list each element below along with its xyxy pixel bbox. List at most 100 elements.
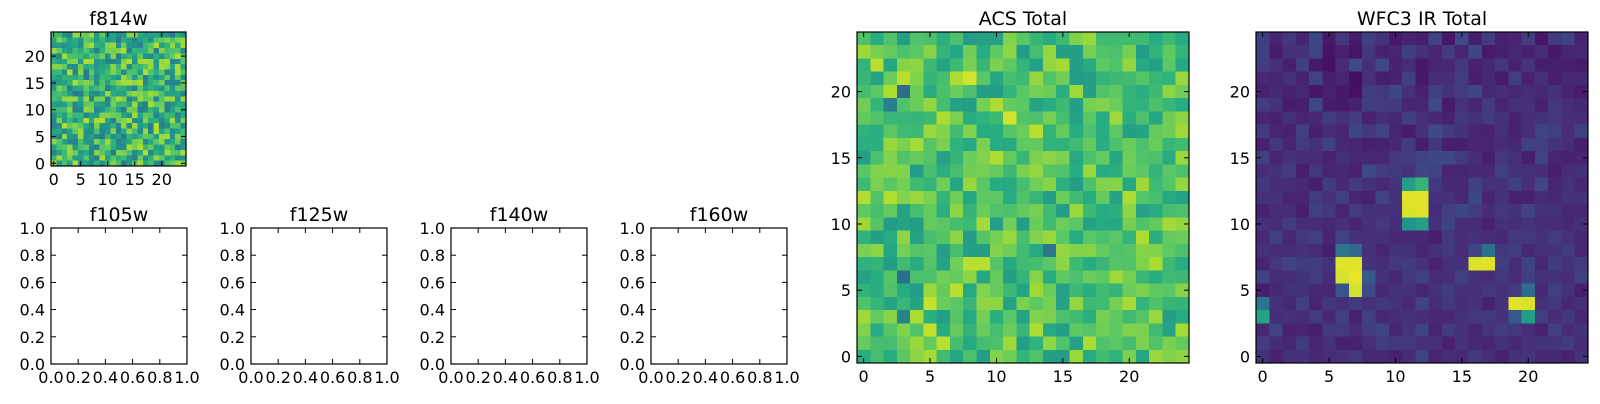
- heatmap-cell: [1468, 177, 1483, 192]
- heatmap-cell: [1322, 323, 1337, 337]
- heatmap-cell: [1029, 296, 1044, 311]
- heatmap-cell: [949, 190, 964, 205]
- heatmap-cell: [115, 139, 122, 145]
- heatmap-cell: [936, 336, 951, 351]
- heatmap-cell: [1348, 323, 1363, 337]
- heatmap-cell: [1122, 98, 1137, 112]
- heatmap-cell: [1561, 310, 1576, 324]
- heatmap-cell: [1029, 71, 1044, 86]
- heatmap-cell: [137, 48, 144, 54]
- heatmap-cell: [1029, 124, 1044, 139]
- heatmap-cell: [1016, 45, 1031, 59]
- heatmap-cell: [910, 164, 924, 179]
- heatmap-cell: [153, 64, 160, 70]
- heatmap-cell: [949, 217, 964, 231]
- heatmap-cell: [132, 96, 138, 103]
- heatmap-cell: [1109, 151, 1123, 165]
- heatmap-cell: [1455, 349, 1469, 364]
- heatmap-cell: [949, 336, 964, 351]
- heatmap-cell: [1481, 98, 1496, 112]
- heatmap-cell: [1495, 58, 1509, 73]
- heatmap-cell: [126, 53, 133, 60]
- heatmap-cell: [132, 101, 138, 108]
- heatmap-cell: [923, 270, 938, 284]
- heatmap-cell: [1322, 58, 1337, 73]
- heatmap-cell: [1082, 164, 1097, 179]
- heatmap-cell: [1348, 45, 1363, 59]
- heatmap-cell: [1441, 190, 1456, 205]
- heatmap-cell: [936, 323, 951, 337]
- heatmap-cell: [976, 283, 991, 298]
- heatmap-cell: [1521, 310, 1536, 324]
- heatmap-cell: [159, 48, 165, 54]
- heatmap-cell: [1521, 243, 1536, 258]
- heatmap-cell: [870, 230, 884, 245]
- heatmap-cell: [1016, 323, 1031, 337]
- heatmap-cell: [180, 117, 187, 124]
- heatmap-cell: [1056, 349, 1070, 364]
- heatmap-cell: [1282, 84, 1297, 99]
- heatmap-cell: [67, 80, 73, 86]
- heatmap-cell: [1282, 243, 1297, 258]
- heatmap-cell: [1149, 124, 1163, 139]
- heatmap-cell: [1256, 177, 1270, 192]
- heatmap-cell: [148, 42, 154, 49]
- heatmap-cell: [142, 160, 149, 167]
- heatmap-cell: [88, 58, 95, 65]
- heatmap-cell: [83, 80, 90, 86]
- heatmap-cell: [99, 58, 106, 65]
- heatmap-cell: [1269, 336, 1283, 351]
- heatmap-cell: [51, 69, 57, 76]
- heatmap-cell: [148, 64, 154, 70]
- heatmap-cell: [1415, 71, 1430, 86]
- heatmap-cell: [1135, 45, 1150, 59]
- heatmap-cell: [1003, 177, 1017, 192]
- heatmap-cell: [883, 336, 898, 351]
- heatmap-cell: [94, 53, 100, 60]
- heatmap-cell: [1495, 204, 1509, 218]
- heatmap-cell: [94, 85, 100, 92]
- heatmap-cell: [94, 149, 100, 156]
- heatmap-cell: [1521, 71, 1536, 86]
- heatmap-cell: [1322, 111, 1337, 126]
- heatmap-cell: [1415, 349, 1430, 364]
- heatmap-cell: [180, 69, 187, 76]
- heatmap-cell: [1162, 71, 1177, 86]
- heatmap-cell: [1495, 32, 1509, 46]
- heatmap-cell: [1521, 124, 1536, 139]
- heatmap-cell: [1441, 243, 1456, 258]
- heatmap-cell: [1096, 230, 1110, 245]
- heatmap-cell: [1335, 204, 1350, 218]
- heatmap-cell: [169, 155, 176, 162]
- heatmap-cell: [1056, 177, 1070, 192]
- heatmap-cell: [976, 323, 991, 337]
- heatmap-cell: [963, 190, 977, 205]
- heatmap-cell: [1468, 230, 1483, 245]
- heatmap-cell: [1149, 323, 1163, 337]
- heatmap-cell: [1534, 310, 1549, 324]
- y-tick-label: 0.6: [20, 273, 45, 292]
- heatmap-cell: [923, 45, 938, 59]
- panel-f105w: 0.0 0.2 0.4 0.6 0.8 1.00.00.20.40.60.81.0f105…: [20, 204, 200, 387]
- heatmap-cell: [1428, 296, 1443, 311]
- heatmap-cell: [1428, 243, 1443, 258]
- heatmap-cell: [1415, 230, 1430, 245]
- heatmap-cell: [963, 124, 977, 139]
- heatmap-cell: [1495, 84, 1509, 99]
- heatmap-cell: [169, 139, 176, 145]
- heatmap-cell: [99, 133, 106, 140]
- y-tick-label: 1.0: [20, 219, 45, 238]
- heatmap-cell: [137, 58, 144, 65]
- heatmap-cell: [1029, 58, 1044, 73]
- heatmap-cell: [1455, 111, 1469, 126]
- heatmap-cell: [989, 111, 1004, 126]
- heatmap-cell: [137, 144, 144, 151]
- heatmap-cell: [1561, 177, 1576, 192]
- heatmap-cell: [67, 139, 73, 145]
- heatmap-cell: [857, 124, 871, 139]
- heatmap-cell: [1468, 137, 1483, 152]
- heatmap-cell: [1162, 177, 1177, 192]
- heatmap-cell: [180, 42, 187, 49]
- heatmap-cell: [1069, 283, 1084, 298]
- heatmap-cell: [1495, 323, 1509, 337]
